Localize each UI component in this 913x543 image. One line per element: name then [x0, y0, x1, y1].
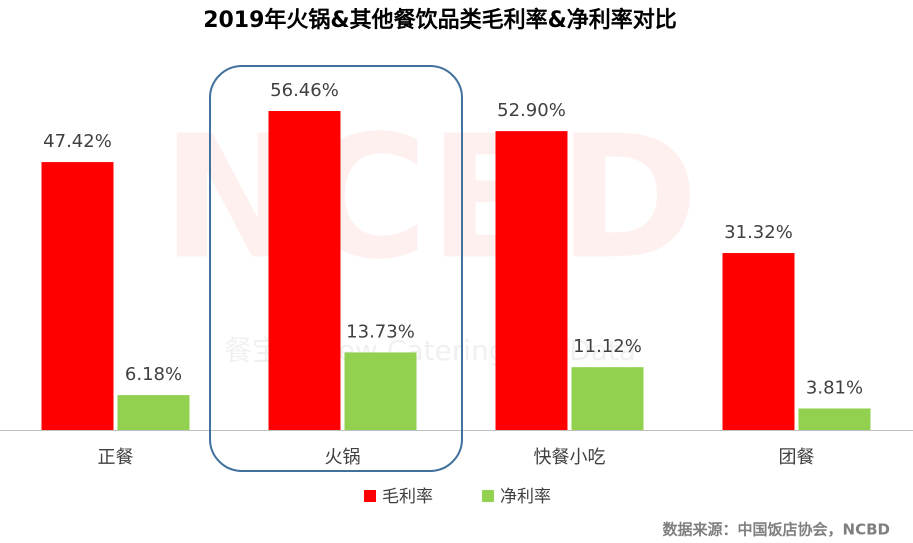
value-label: 11.12%	[573, 336, 642, 357]
bar	[798, 408, 871, 430]
value-label: 6.18%	[125, 364, 182, 385]
value-label: 3.81%	[806, 377, 863, 398]
x-tick-label: 快餐小吃	[534, 447, 606, 468]
value-label: 56.46%	[270, 80, 339, 101]
bar	[268, 111, 341, 430]
legend-label: 毛利率	[382, 487, 433, 507]
x-tick-label: 正餐	[98, 447, 134, 468]
value-label: 31.32%	[724, 222, 793, 243]
value-label: 13.73%	[346, 321, 415, 342]
value-label: 47.42%	[43, 131, 112, 152]
bar	[117, 395, 190, 430]
highlight-box	[209, 65, 463, 472]
bar	[495, 131, 568, 431]
x-tick-label: 团餐	[779, 447, 815, 468]
bar	[344, 352, 417, 430]
bar	[571, 367, 644, 430]
chart-title: 2019年火锅&其他餐饮品类毛利率&净利率对比	[203, 7, 677, 33]
source-note: 数据来源：中国饭店协会，NCBD	[663, 521, 890, 539]
legend-swatch	[482, 490, 494, 502]
legend-swatch	[364, 490, 376, 502]
value-label: 52.90%	[497, 100, 566, 121]
bar	[722, 253, 795, 430]
bar	[41, 162, 114, 430]
x-tick-label: 火锅	[325, 447, 361, 468]
watermark: NCBD	[161, 99, 699, 297]
legend-label: 净利率	[500, 487, 551, 507]
